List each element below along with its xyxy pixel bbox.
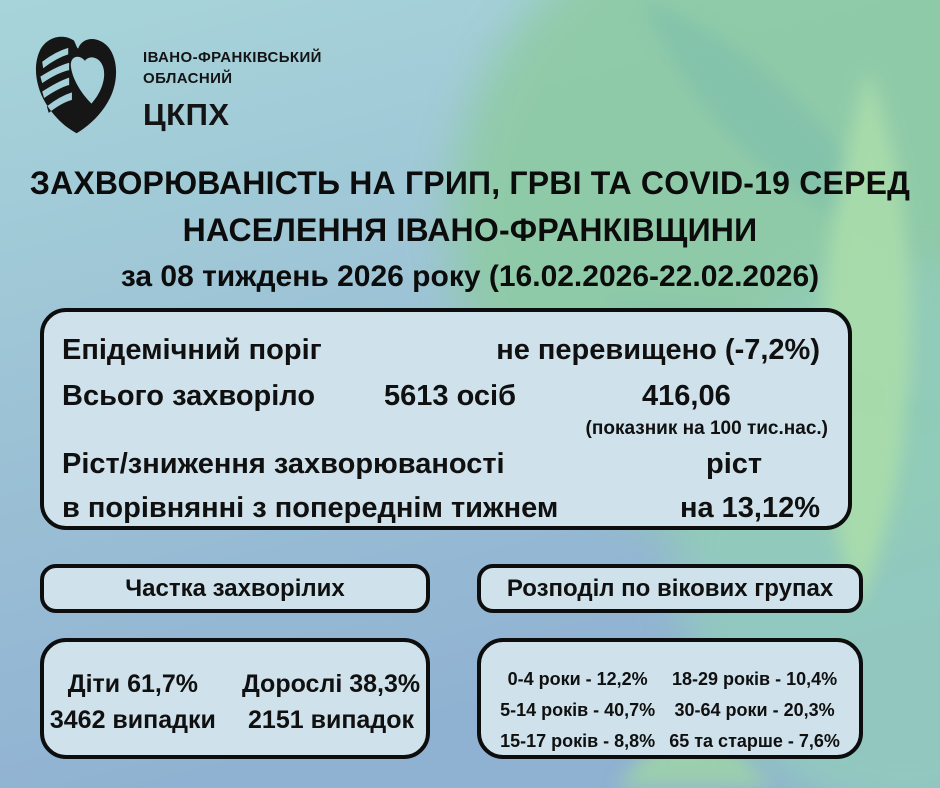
page-title: ЗАХВОРЮВАНІСТЬ НА ГРИП, ГРВІ ТА COVID-19…: [0, 160, 940, 300]
epidemic-threshold-value: не перевищено (-7,2%): [496, 334, 820, 366]
share-header-pill: Частка захворілих: [40, 564, 430, 613]
age-group-5-14: 5-14 років - 40,7%: [500, 700, 656, 720]
age-group-18-29: 18-29 років - 10,4%: [671, 669, 838, 689]
trend-label: Ріст/зниження захворюваності: [62, 448, 505, 480]
children-share-column: Діти 61,7% 3462 випадки: [50, 666, 216, 755]
age-group-0-4: 0-4 роки - 12,2%: [507, 669, 648, 689]
age-group-30-64: 30-64 роки - 20,3%: [674, 700, 835, 720]
age-header-label: Розподіл по вікових групах: [506, 574, 834, 602]
title-line1: ЗАХВОРЮВАНІСТЬ НА ГРИП, ГРВІ ТА COVID-19…: [29, 165, 911, 201]
title-period: за 08 тиждень 2026 року (16.02.2026-22.0…: [120, 260, 820, 293]
adults-share-column: Дорослі 38,3% 2151 випадок: [242, 666, 420, 755]
adults-share: Дорослі 38,3%: [241, 670, 421, 698]
children-cases: 3462 випадки: [49, 706, 216, 734]
age-panel: 0-4 роки - 12,2% 5-14 років - 40,7% 15-1…: [477, 638, 863, 759]
share-panel: Діти 61,7% 3462 випадки Дорослі 38,3% 21…: [40, 638, 430, 759]
incidence-rate-note: (показник на 100 тис.нас.): [585, 418, 828, 439]
org-name-line1: ІВАНО-ФРАНКІВСЬКИЙ: [143, 49, 322, 66]
epidemic-threshold-label: Епідемічний поріг: [62, 334, 322, 366]
org-name-block: ІВАНО-ФРАНКІВСЬКИЙ ОБЛАСНИЙ ЦКПХ: [143, 33, 322, 133]
heart-shield-logo-icon: [35, 36, 117, 134]
summary-panel: Епідемічний поріг не перевищено (-7,2%) …: [40, 308, 852, 530]
trend-value: ріст: [706, 448, 763, 480]
children-share: Діти 61,7%: [67, 670, 198, 698]
comparison-value: на 13,12%: [679, 492, 820, 524]
total-ill-value: 5613 осіб: [384, 380, 517, 412]
age-group-15-17: 15-17 років - 8,8%: [500, 731, 656, 751]
org-name-line2: ОБЛАСНИЙ: [143, 70, 233, 87]
age-group-65-plus: 65 та старше - 7,6%: [669, 731, 840, 751]
total-ill-label: Всього захворіло: [62, 380, 316, 412]
incidence-rate-value: 416,06: [642, 380, 731, 412]
age-column-2: 18-29 років - 10,4% 30-64 роки - 20,3% 6…: [669, 664, 840, 755]
header-logo-block: ІВАНО-ФРАНКІВСЬКИЙ ОБЛАСНИЙ ЦКПХ: [30, 33, 322, 137]
share-header-label: Частка захворілих: [125, 574, 345, 602]
age-column-1: 0-4 роки - 12,2% 5-14 років - 40,7% 15-1…: [500, 664, 655, 755]
adults-cases: 2151 випадок: [248, 706, 414, 734]
comparison-label: в порівнянні з попереднім тижнем: [62, 492, 559, 524]
age-header-pill: Розподіл по вікових групах: [477, 564, 863, 613]
title-line2: НАСЕЛЕННЯ ІВАНО-ФРАНКІВЩИНИ: [182, 212, 758, 248]
org-abbreviation: ЦКПХ: [143, 97, 230, 132]
